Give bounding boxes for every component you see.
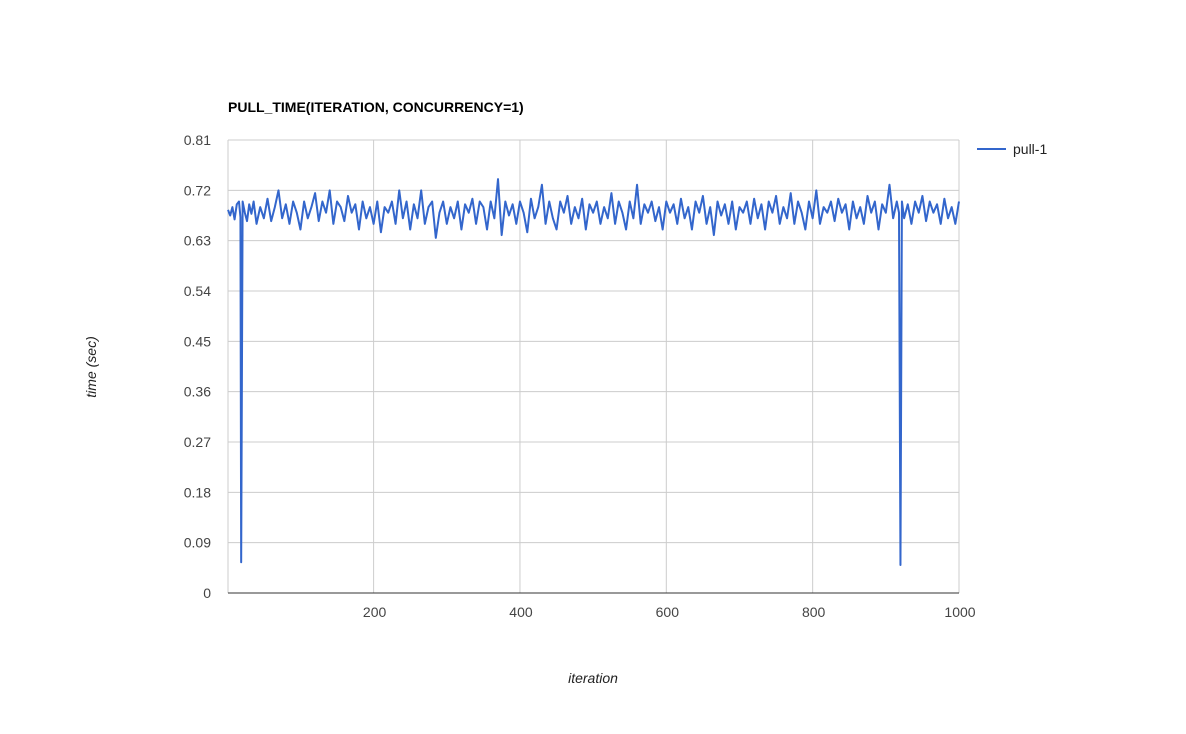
series-lines bbox=[227, 178, 960, 567]
y-tick-label: 0.54 bbox=[184, 283, 211, 299]
y-tick-label: 0 bbox=[203, 585, 211, 601]
y-tick-label: 0.36 bbox=[184, 384, 211, 400]
legend-label: pull-1 bbox=[1013, 141, 1047, 157]
y-tick-label: 0.72 bbox=[184, 182, 211, 198]
y-tick-label: 0.45 bbox=[184, 333, 211, 349]
y-axis-ticks: 0 0.09 0.18 0.27 0.36 0.45 0.54 0.63 0.72 0.81 bbox=[184, 132, 211, 601]
x-axis-ticks: 200 400 600 800 1000 bbox=[363, 604, 976, 620]
x-tick-label: 1000 bbox=[944, 604, 975, 620]
y-axis-label: time (sec) bbox=[83, 336, 99, 397]
y-tick-label: 0.18 bbox=[184, 484, 211, 500]
y-tick-label: 0.09 bbox=[184, 535, 211, 551]
series-line-pull-1 bbox=[227, 178, 960, 567]
y-tick-label: 0.63 bbox=[184, 233, 211, 249]
legend: pull-1 bbox=[977, 141, 1047, 157]
x-tick-label: 600 bbox=[656, 604, 680, 620]
y-tick-label: 0.81 bbox=[184, 132, 211, 148]
x-tick-label: 200 bbox=[363, 604, 387, 620]
x-axis-label: iteration bbox=[568, 670, 618, 686]
x-tick-label: 400 bbox=[509, 604, 533, 620]
chart-title: PULL_TIME(ITERATION, CONCURRENCY=1) bbox=[228, 99, 524, 115]
gridlines bbox=[227, 139, 960, 593]
y-tick-label: 0.27 bbox=[184, 434, 211, 450]
x-tick-label: 800 bbox=[802, 604, 826, 620]
